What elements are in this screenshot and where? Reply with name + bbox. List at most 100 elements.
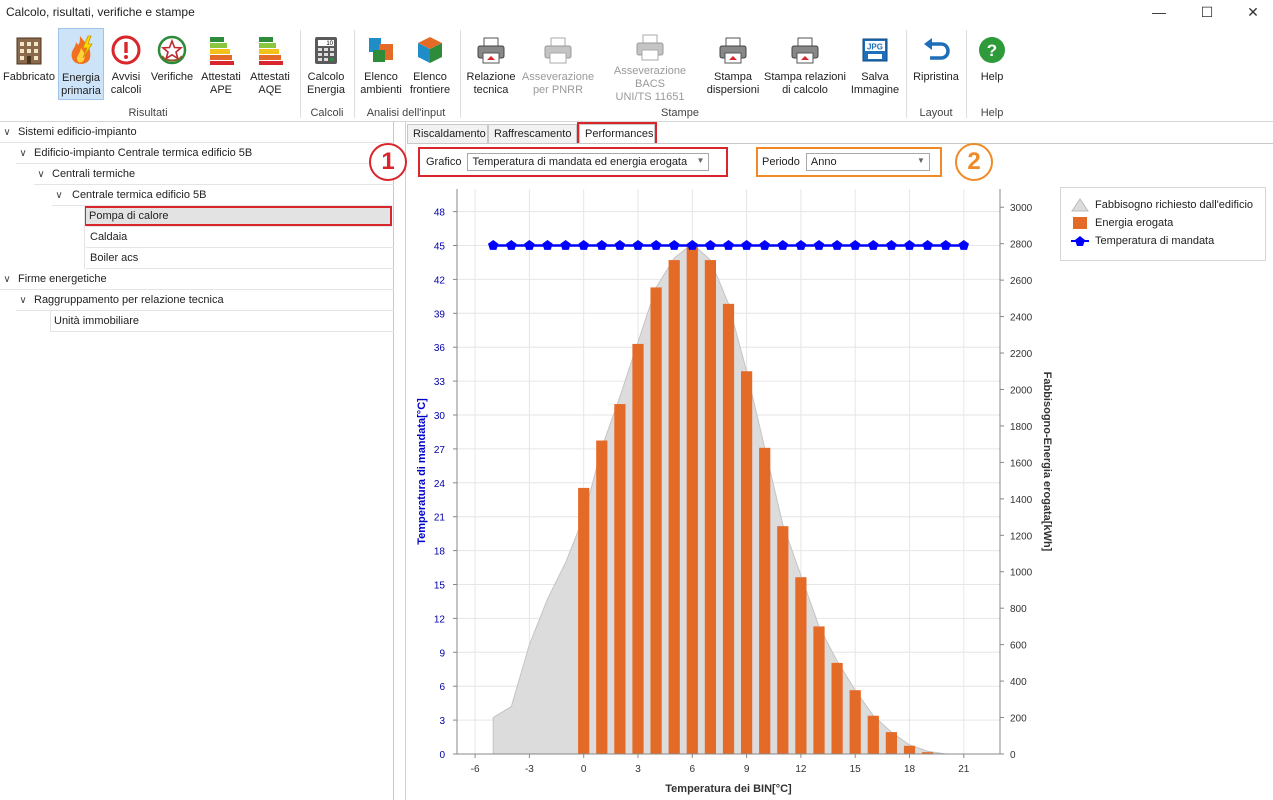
tree-item-label: Firme energetiche	[18, 273, 107, 285]
ripristina-button[interactable]: Ripristina	[910, 28, 962, 100]
relazione-tecnica-label: Relazione tecnica	[466, 71, 516, 96]
verifiche-button[interactable]: Verifiche	[148, 28, 196, 100]
bar-energia-erogata	[885, 732, 898, 754]
y-left-tick-label: 0	[439, 750, 445, 761]
y-left-tick-label: 42	[434, 275, 446, 286]
asseverazione-pnrr-button[interactable]: Asseverazione per PNRR	[520, 28, 596, 100]
chevron-down-icon[interactable]: ∨	[19, 294, 27, 306]
ribbon-separator	[354, 30, 355, 118]
tree-item-firme-energetiche[interactable]: ∨ Firme energetiche	[0, 269, 394, 290]
calcolo-energia-button[interactable]: 10 Calcolo Energia	[304, 28, 348, 100]
x-tick-label: 12	[795, 764, 807, 775]
minimize-button[interactable]: —	[1152, 4, 1166, 20]
bar-energia-erogata	[578, 487, 590, 754]
point-temperatura-mandata	[777, 240, 788, 250]
chevron-down-icon[interactable]: ∨	[37, 168, 45, 180]
tree-item-boiler-acs[interactable]: Boiler acs	[86, 248, 394, 269]
tab-performances[interactable]: Performances	[577, 122, 657, 146]
ribbon-separator	[300, 30, 301, 118]
y-left-tick-label: 12	[434, 614, 446, 625]
stampa-relazioni-calcolo-button[interactable]: Stampa relazioni di calcolo	[764, 28, 846, 100]
avvisi-calcoli-button[interactable]: Avvisi calcoli	[106, 28, 146, 100]
elenco-frontiere-button[interactable]: Elenco frontiere	[406, 28, 454, 100]
bar-energia-erogata	[650, 287, 662, 754]
chevron-down-icon[interactable]: ∨	[3, 126, 11, 138]
energy-class-icon	[204, 32, 238, 68]
chevron-down-icon[interactable]: ∨	[3, 273, 11, 285]
tree-item-label: Edificio-impianto Centrale termica edifi…	[34, 147, 253, 159]
y-right-tick-label: 600	[1010, 641, 1027, 652]
elenco-frontiere-label: Elenco frontiere	[409, 71, 451, 96]
attestati-aqe-button[interactable]: Attestati AQE	[246, 28, 294, 100]
close-button[interactable]: ✕	[1247, 3, 1259, 20]
y-right-tick-label: 3000	[1010, 203, 1033, 214]
legend-item-energia: Energia erogata	[1071, 216, 1173, 230]
tab-riscaldamento[interactable]: Riscaldamento	[407, 124, 488, 144]
performance-chart: 0 3 6 9 12 15 18 21 24 27 30 33 36 39 42 45 48 -6 -3 0 3 6 9 12…	[416, 183, 1057, 800]
tree-item-unita-immobiliare[interactable]: Unità immobiliare	[50, 311, 394, 332]
legend-label: Fabbisogno richiesto dall'edificio	[1095, 199, 1254, 211]
energia-primaria-button[interactable]: Energia primaria	[58, 28, 104, 100]
bar-energia-erogata	[759, 447, 771, 754]
tree-item-label: Centrali termiche	[52, 168, 136, 180]
periodo-label: Periodo	[762, 156, 800, 168]
tree-item-centrali-termiche[interactable]: ∨ Centrali termiche	[34, 164, 394, 185]
periodo-field: Periodo Anno ▼	[756, 147, 942, 177]
y-left-tick-label: 36	[434, 343, 446, 354]
x-tick-label: 18	[904, 764, 916, 775]
y-right-tick-label: 400	[1010, 677, 1027, 688]
bar-energia-erogata	[722, 303, 735, 754]
attestati-ape-label: Attestati APE	[201, 71, 241, 96]
asseverazione-bacs-button[interactable]: Asseverazione BACS UNI/TS 11651	[598, 28, 702, 103]
bar-energia-erogata	[668, 260, 680, 754]
group-analisi-input: Analisi dell'input	[366, 107, 446, 119]
printer-icon	[541, 32, 575, 68]
point-temperatura-mandata	[741, 240, 752, 250]
salva-immagine-button[interactable]: JPG Salva Immagine	[848, 28, 902, 100]
chevron-down-icon[interactable]: ∨	[55, 189, 63, 201]
x-axis-label: Temperatura dei BIN[°C]	[665, 783, 792, 795]
maximize-button[interactable]: ☐	[1200, 3, 1214, 20]
point-temperatura-mandata	[868, 240, 879, 250]
chart-line-series	[488, 240, 969, 250]
stampa-dispersioni-button[interactable]: Stampa dispersioni	[704, 28, 762, 100]
point-temperatura-mandata	[813, 240, 825, 250]
tree-item-label: Pompa di calore	[84, 206, 392, 226]
tree-item-edificio-impianto[interactable]: ∨ Edificio-impianto Centrale termica edi…	[16, 143, 394, 164]
tree-item-centrale-termica[interactable]: ∨ Centrale termica edificio 5B	[52, 185, 394, 206]
point-temperatura-mandata	[650, 240, 662, 250]
fabbricato-button[interactable]: Fabbricato	[2, 28, 56, 100]
elenco-ambienti-button[interactable]: Elenco ambienti	[358, 28, 404, 100]
point-temperatura-mandata	[904, 240, 915, 250]
tree-item-caldaia[interactable]: Caldaia	[86, 227, 394, 248]
grafico-select[interactable]: Temperatura di mandata ed energia erogat…	[467, 153, 710, 171]
tree-item-raggruppamento[interactable]: ∨ Raggruppamento per relazione tecnica	[16, 290, 394, 311]
bar-swatch-icon	[1071, 216, 1089, 230]
tab-raffrescamento[interactable]: Raffrescamento	[488, 124, 577, 144]
help-button[interactable]: ? Help	[972, 28, 1012, 100]
title-bar: Calcolo, risultati, verifiche e stampe —…	[0, 0, 1273, 24]
point-temperatura-mandata	[632, 240, 644, 250]
attestati-ape-button[interactable]: Attestati APE	[198, 28, 244, 100]
x-tick-label: 21	[958, 764, 970, 775]
tree-item-pompa-di-calore[interactable]: Pompa di calore	[84, 206, 394, 227]
chevron-down-icon: ▼	[696, 156, 705, 165]
point-temperatura-mandata	[958, 240, 969, 250]
legend-item-temperatura: Temperatura di mandata	[1071, 234, 1214, 248]
ribbon-separator	[966, 30, 967, 118]
bar-energia-erogata	[813, 626, 825, 754]
bar-energia-erogata	[740, 371, 753, 754]
tree-item-sistemi[interactable]: ∨ Sistemi edificio-impianto	[0, 122, 394, 143]
salva-immagine-label: Salva Immagine	[850, 71, 900, 96]
panel-splitter[interactable]	[394, 122, 406, 800]
relazione-tecnica-button[interactable]: Relazione tecnica	[464, 28, 518, 100]
point-temperatura-mandata	[596, 240, 607, 250]
point-temperatura-mandata	[542, 240, 553, 250]
y-right-tick-label: 1200	[1010, 531, 1033, 542]
chevron-down-icon[interactable]: ∨	[19, 147, 27, 159]
periodo-select[interactable]: Anno ▼	[805, 153, 930, 171]
bar-energia-erogata	[903, 745, 916, 754]
point-temperatura-mandata	[723, 240, 734, 250]
ripristina-label: Ripristina	[913, 71, 959, 83]
point-temperatura-mandata	[506, 240, 517, 250]
